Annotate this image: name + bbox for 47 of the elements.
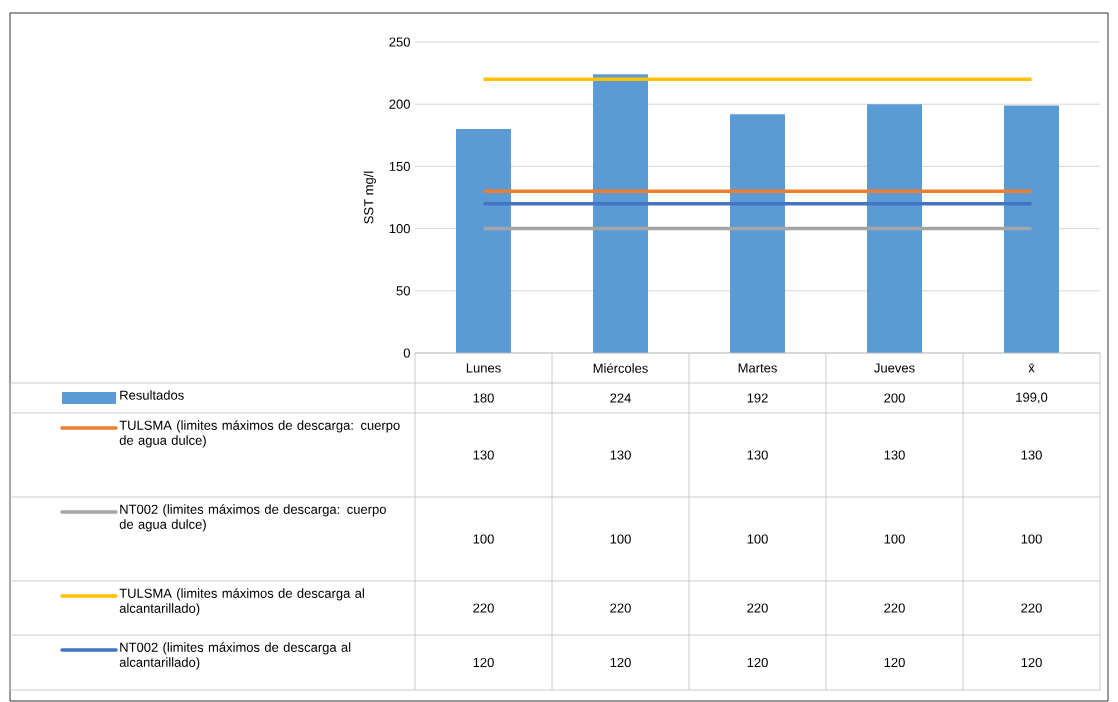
data-label: 130 bbox=[1021, 450, 1042, 460]
legend-label: NT002 (limites máximos de descarga al alcantarillado) bbox=[119, 642, 351, 670]
y-tick-label: 50 bbox=[396, 286, 410, 296]
data-label: 220 bbox=[610, 603, 631, 613]
data-label: 120 bbox=[884, 657, 905, 668]
legend-label: TULSMA (limites máximos de descarga al alcantarillado) bbox=[119, 588, 364, 616]
data-label: 180 bbox=[473, 393, 494, 403]
bar bbox=[1004, 105, 1060, 353]
data-label: 120 bbox=[610, 657, 631, 668]
bar bbox=[456, 129, 512, 353]
data-label: 200 bbox=[884, 393, 905, 403]
data-label: 130 bbox=[747, 450, 768, 460]
x-tick-label: Miércoles bbox=[593, 363, 648, 373]
x-tick-label: Lunes bbox=[466, 363, 501, 373]
data-label: 120 bbox=[747, 657, 768, 668]
legend-label: NT002 (limites máximos de descarga: cuerpo de agua dulce) bbox=[119, 504, 386, 532]
y-tick-label: 250 bbox=[389, 37, 410, 47]
data-label: 120 bbox=[1021, 657, 1042, 668]
bar bbox=[867, 104, 923, 353]
data-label: 120 bbox=[473, 657, 494, 668]
bar bbox=[730, 114, 786, 353]
y-tick-label: 0 bbox=[403, 348, 410, 358]
bar bbox=[593, 74, 649, 353]
data-label: 192 bbox=[747, 393, 768, 403]
data-label: 100 bbox=[1021, 534, 1042, 544]
x-tick-label: x̄ bbox=[1028, 363, 1035, 373]
data-label: 130 bbox=[610, 450, 631, 460]
y-tick-label: 150 bbox=[389, 161, 410, 171]
data-label: 130 bbox=[473, 450, 494, 460]
data-label: 224 bbox=[610, 393, 631, 403]
x-tick-label: Martes bbox=[738, 363, 777, 373]
x-tick-label: Jueves bbox=[874, 363, 915, 373]
legend-label: TULSMA (limites máximos de descarga: cuerpo de agua dulce) bbox=[119, 420, 400, 448]
data-label: 100 bbox=[884, 534, 905, 544]
data-label: 100 bbox=[747, 534, 768, 544]
y-axis-title: SST mg/l bbox=[363, 171, 376, 224]
y-tick-label: 200 bbox=[389, 99, 410, 109]
y-tick-label: 100 bbox=[389, 223, 410, 234]
data-label: 130 bbox=[884, 450, 905, 460]
data-label: 100 bbox=[473, 534, 494, 544]
legend-label: Resultados bbox=[120, 390, 184, 400]
data-label: 100 bbox=[610, 534, 631, 544]
data-label: 220 bbox=[473, 603, 494, 613]
data-label: 220 bbox=[884, 603, 905, 613]
data-label: 220 bbox=[747, 603, 768, 613]
data-label: 220 bbox=[1021, 603, 1042, 613]
data-label: 199,0 bbox=[1016, 392, 1048, 404]
